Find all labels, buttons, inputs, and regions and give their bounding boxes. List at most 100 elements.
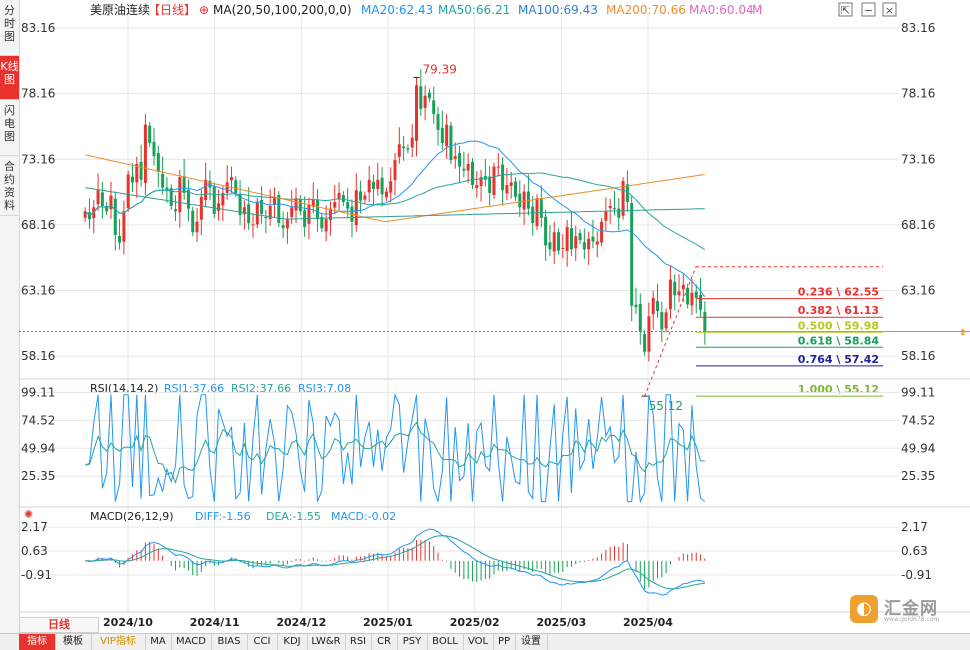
candle-body (501, 164, 505, 191)
candle-body (307, 204, 311, 224)
macd-tick-label-right: 0.63 (901, 544, 928, 558)
toolbar-tab-vol[interactable]: VOL (463, 634, 494, 650)
candle-body (221, 192, 225, 206)
rsi1-line (85, 421, 705, 484)
candle-body (148, 125, 152, 143)
toolbar-tab-cci[interactable]: CCI (247, 634, 278, 650)
rsi3-line (84, 392, 706, 504)
rsi-value: RSI1:37.66 (164, 382, 224, 395)
candle-body (118, 235, 122, 243)
candle-body (651, 297, 655, 315)
toolbar-tab-macd[interactable]: MACD (171, 634, 212, 650)
candle-body (479, 177, 483, 187)
minus-icon-glyph: − (864, 4, 873, 17)
candle-body (225, 182, 229, 193)
expand-icon-glyph: ⇱ (841, 4, 850, 17)
left-tab-2[interactable]: 闪电图 (0, 100, 19, 156)
candle-body (277, 194, 281, 224)
candle-body (165, 187, 169, 191)
x-tick-label: 2025/03 (536, 616, 586, 629)
candle-body (518, 193, 522, 208)
candle-body (612, 208, 616, 210)
candle-body (703, 311, 707, 333)
period-selector[interactable]: 日线 (19, 617, 99, 633)
add-indicator-icon: ⊕ (199, 3, 209, 17)
fib-level-label: 0.500 \ 59.98 (798, 319, 879, 332)
candle-body (488, 176, 492, 193)
macd-value: DEA:-1.55 (266, 510, 321, 523)
candle-body (492, 166, 496, 195)
ma200-line (85, 154, 705, 223)
minus-icon (861, 2, 876, 17)
candle-body (552, 232, 556, 252)
indicator-toolbar: 指标 模板 VIP指标 MA MACD BIAS CCI KDJ LW&R RSI CR PSY BOL… (0, 633, 970, 650)
left-tab-0[interactable]: 分时图 (0, 0, 19, 56)
candle-body (699, 294, 703, 310)
candle-body (229, 177, 233, 181)
candle-body (565, 227, 569, 252)
candle-body (475, 184, 479, 189)
candle-body (466, 163, 470, 171)
y-tick-label: 73.16 (21, 152, 55, 166)
candle-body (354, 190, 358, 225)
candle-body (255, 202, 259, 225)
candle-body (156, 152, 160, 172)
candle-body (135, 163, 139, 183)
candle-body (668, 279, 672, 310)
left-tab-3[interactable]: 合约资料 (0, 156, 19, 216)
toolbar-tab-cr[interactable]: CR (371, 634, 398, 650)
ma-value: MA50:66.21 (438, 3, 510, 17)
candle-body (397, 144, 401, 157)
toolbar-tab-ma[interactable]: MA (145, 634, 172, 650)
ma-params: MA(20,50,100,200,0,0) (213, 3, 352, 17)
toolbar-tab-lw-r[interactable]: LW&R (307, 634, 346, 650)
high-annotation: 79.39 (423, 62, 457, 76)
candle-body (316, 199, 320, 220)
x-tick-label: 2024/10 (103, 616, 153, 629)
candle-body (152, 141, 156, 157)
candle-body (174, 209, 178, 212)
candle-body (311, 199, 315, 207)
toolbar-tab-kdj[interactable]: KDJ (277, 634, 308, 650)
candle-body (617, 208, 621, 218)
rsi-tick-label: 99.11 (21, 385, 55, 399)
toolbar-tab--[interactable]: 指标 (19, 634, 56, 650)
candle-body (204, 179, 208, 200)
candle-body (268, 206, 272, 219)
candle-body (251, 224, 255, 226)
ma-value: M (752, 3, 762, 17)
candle-body (470, 161, 474, 185)
left-tab-1[interactable]: K线图 (0, 56, 19, 100)
candle-body (638, 303, 642, 333)
candle-body (432, 100, 436, 115)
candle-body (294, 198, 298, 211)
candle-body (238, 193, 242, 216)
toolbar-tab-bias[interactable]: BIAS (211, 634, 248, 650)
toolbar-tab--[interactable]: 设置 (515, 634, 548, 650)
toolbar-tab-rsi[interactable]: RSI (345, 634, 372, 650)
candle-body (694, 291, 698, 298)
candle-body (608, 206, 612, 209)
candle-body (298, 199, 302, 212)
candle-body (419, 86, 423, 109)
toolbar-tab--[interactable]: 模板 (55, 634, 92, 650)
candle-body (212, 186, 216, 214)
candle-body (496, 166, 500, 168)
toolbar-tab-vip-[interactable]: VIP指标 (91, 634, 146, 650)
toolbar-tab-boll[interactable]: BOLL (427, 634, 464, 650)
macd-value: DIFF:-1.56 (195, 510, 251, 523)
toolbar-tab-psy[interactable]: PSY (397, 634, 428, 650)
y-tick-label: 68.16 (21, 218, 55, 232)
logo-text: 汇金网 (884, 599, 938, 619)
toolbar-tab-pp[interactable]: PP (493, 634, 516, 650)
macd-tick-label-right: -0.91 (901, 568, 932, 582)
rsi-tick-label-right: 25.35 (901, 469, 935, 483)
candle-body (161, 173, 165, 188)
candle-body (234, 180, 238, 193)
y-tick-label-right: 63.16 (901, 284, 935, 298)
candle-body (604, 211, 608, 221)
candle-body (380, 177, 384, 195)
candle-body (393, 160, 397, 181)
candle-body (272, 198, 277, 205)
candle-body (285, 219, 289, 229)
